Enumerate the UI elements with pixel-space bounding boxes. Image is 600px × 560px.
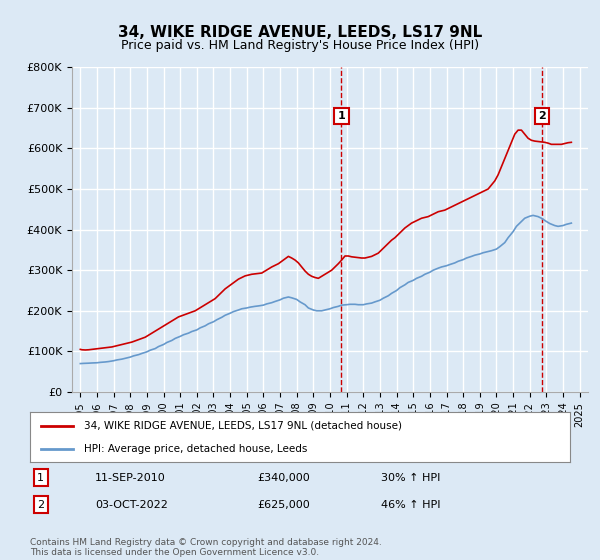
Text: 1: 1 [37, 473, 44, 483]
Text: 34, WIKE RIDGE AVENUE, LEEDS, LS17 9NL (detached house): 34, WIKE RIDGE AVENUE, LEEDS, LS17 9NL (… [84, 421, 402, 431]
Text: 46% ↑ HPI: 46% ↑ HPI [381, 500, 440, 510]
Text: 1: 1 [338, 111, 346, 121]
Text: £625,000: £625,000 [257, 500, 310, 510]
Text: HPI: Average price, detached house, Leeds: HPI: Average price, detached house, Leed… [84, 445, 307, 454]
Text: 03-OCT-2022: 03-OCT-2022 [95, 500, 167, 510]
Text: 34, WIKE RIDGE AVENUE, LEEDS, LS17 9NL: 34, WIKE RIDGE AVENUE, LEEDS, LS17 9NL [118, 25, 482, 40]
Text: 2: 2 [37, 500, 44, 510]
Text: £340,000: £340,000 [257, 473, 310, 483]
Text: 2: 2 [538, 111, 546, 121]
Text: Contains HM Land Registry data © Crown copyright and database right 2024.
This d: Contains HM Land Registry data © Crown c… [30, 538, 382, 557]
Text: 30% ↑ HPI: 30% ↑ HPI [381, 473, 440, 483]
Text: Price paid vs. HM Land Registry's House Price Index (HPI): Price paid vs. HM Land Registry's House … [121, 39, 479, 52]
Text: 11-SEP-2010: 11-SEP-2010 [95, 473, 166, 483]
